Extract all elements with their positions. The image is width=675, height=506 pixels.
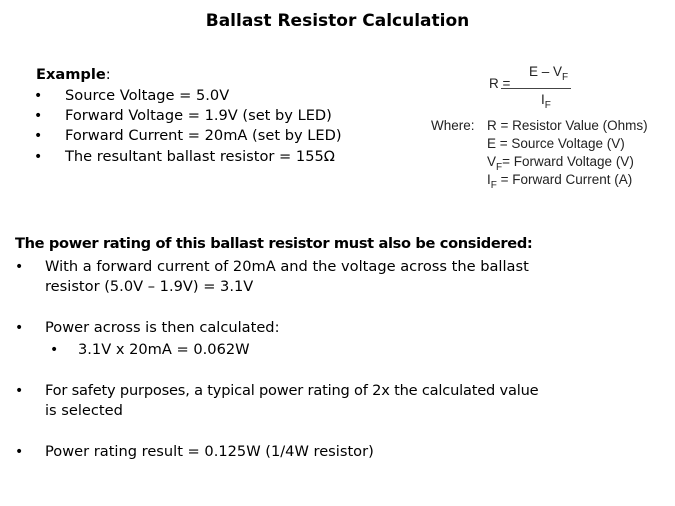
definition: E = Source Voltage (V)	[487, 136, 625, 151]
list-item: Forward Voltage = 1.9V (set by LED)	[65, 107, 332, 124]
def-symbol: R	[487, 118, 497, 133]
denominator-text: I	[541, 92, 545, 107]
list-item: With a forward current of 20mA and the v…	[45, 258, 529, 275]
definition: R = Resistor Value (Ohms)	[487, 118, 648, 133]
list-item: Power rating result = 0.125W (1/4W resis…	[45, 443, 374, 460]
def-symbol: I	[487, 172, 491, 187]
def-desc: = Forward Voltage (V)	[502, 154, 634, 169]
slide-title: Ballast Resistor Calculation	[205, 11, 470, 31]
example-colon: :	[105, 66, 111, 83]
bullet: •	[15, 383, 24, 399]
fraction-bar	[501, 88, 571, 89]
bullet: •	[34, 88, 43, 104]
example-heading-text: Example	[36, 66, 106, 83]
denominator-sub: F	[544, 100, 551, 111]
def-desc: = Forward Current (A)	[496, 172, 633, 187]
bullet: •	[34, 128, 43, 144]
def-desc: = Source Voltage (V)	[496, 136, 625, 151]
formula-numerator: E – VF	[529, 64, 568, 83]
definition: VF= Forward Voltage (V)	[487, 154, 634, 173]
def-desc: = Resistor Value (Ohms)	[496, 118, 648, 133]
list-item: Source Voltage = 5.0V	[65, 87, 230, 104]
example-heading: Example:	[36, 65, 111, 85]
definition: IF = Forward Current (A)	[487, 172, 633, 191]
sub-list-item: 3.1V x 20mA = 0.062W	[78, 341, 250, 358]
list-item: The resultant ballast resistor = 155Ω	[65, 148, 335, 165]
where-label: Where:	[431, 118, 475, 133]
list-item-continued: resistor (5.0V – 1.9V) = 3.1V	[45, 278, 254, 295]
bullet: •	[15, 320, 24, 336]
formula-denominator: IF	[541, 92, 551, 111]
sub-bullet: •	[50, 342, 59, 358]
bullet: •	[34, 149, 43, 165]
numerator-sub: F	[562, 72, 569, 83]
def-sub: F	[490, 180, 497, 191]
power-heading: The power rating of this ballast resisto…	[15, 235, 533, 252]
def-symbol: E	[487, 136, 497, 151]
def-symbol: V	[487, 154, 497, 169]
def-sub: F	[496, 162, 503, 173]
bullet: •	[15, 259, 24, 275]
formula-lhs: R =	[489, 76, 511, 91]
list-item: Power across is then calculated:	[45, 319, 280, 336]
list-item-continued: is selected	[45, 402, 123, 419]
numerator-text: E – V	[529, 64, 563, 79]
bullet: •	[15, 444, 24, 460]
bullet: •	[34, 108, 43, 124]
list-item: For safety purposes, a typical power rat…	[45, 382, 539, 399]
list-item: Forward Current = 20mA (set by LED)	[65, 127, 342, 144]
